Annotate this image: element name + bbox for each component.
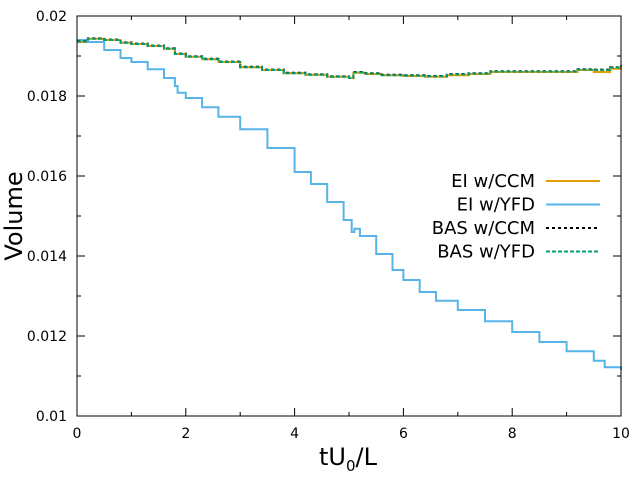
x-tick-label: 0 xyxy=(73,426,82,442)
legend-label-2: EI w/YFD xyxy=(457,195,535,216)
y-tick-label: 0.01 xyxy=(36,409,67,425)
x-tick-label: 8 xyxy=(508,426,517,442)
tick-label-layer: 0 2 4 6 8 10 0.01 0.012 0.014 0.016 0.018 0.02 xyxy=(27,9,630,442)
y-axis-title: Volume xyxy=(0,171,28,260)
y-tick-label: 0.018 xyxy=(27,89,67,105)
y-tick-label: 0.016 xyxy=(27,169,67,185)
x-tick-label: 2 xyxy=(181,426,190,442)
x-axis-title-main: tU xyxy=(319,443,346,471)
x-tick-label: 10 xyxy=(612,426,630,442)
series-layer xyxy=(77,37,622,370)
x-axis-title-suffix: /L xyxy=(356,443,378,471)
x-tick-label: 6 xyxy=(399,426,408,442)
y-tick-label: 0.012 xyxy=(27,329,67,345)
x-axis-title-subscript: 0 xyxy=(346,457,356,475)
tick-layer xyxy=(76,15,622,417)
legend-label-1: EI w/CCM xyxy=(451,171,535,192)
legend-label-3: BAS w/CCM xyxy=(432,218,535,239)
legend-label-4: BAS w/YFD xyxy=(437,242,535,263)
x-axis-title: tU0/L xyxy=(319,443,378,475)
x-tick-label: 4 xyxy=(290,426,299,442)
series-line-4 xyxy=(77,37,622,79)
series-line-2 xyxy=(77,39,622,370)
y-tick-label: 0.014 xyxy=(27,249,67,265)
y-tick-label: 0.02 xyxy=(36,9,67,25)
